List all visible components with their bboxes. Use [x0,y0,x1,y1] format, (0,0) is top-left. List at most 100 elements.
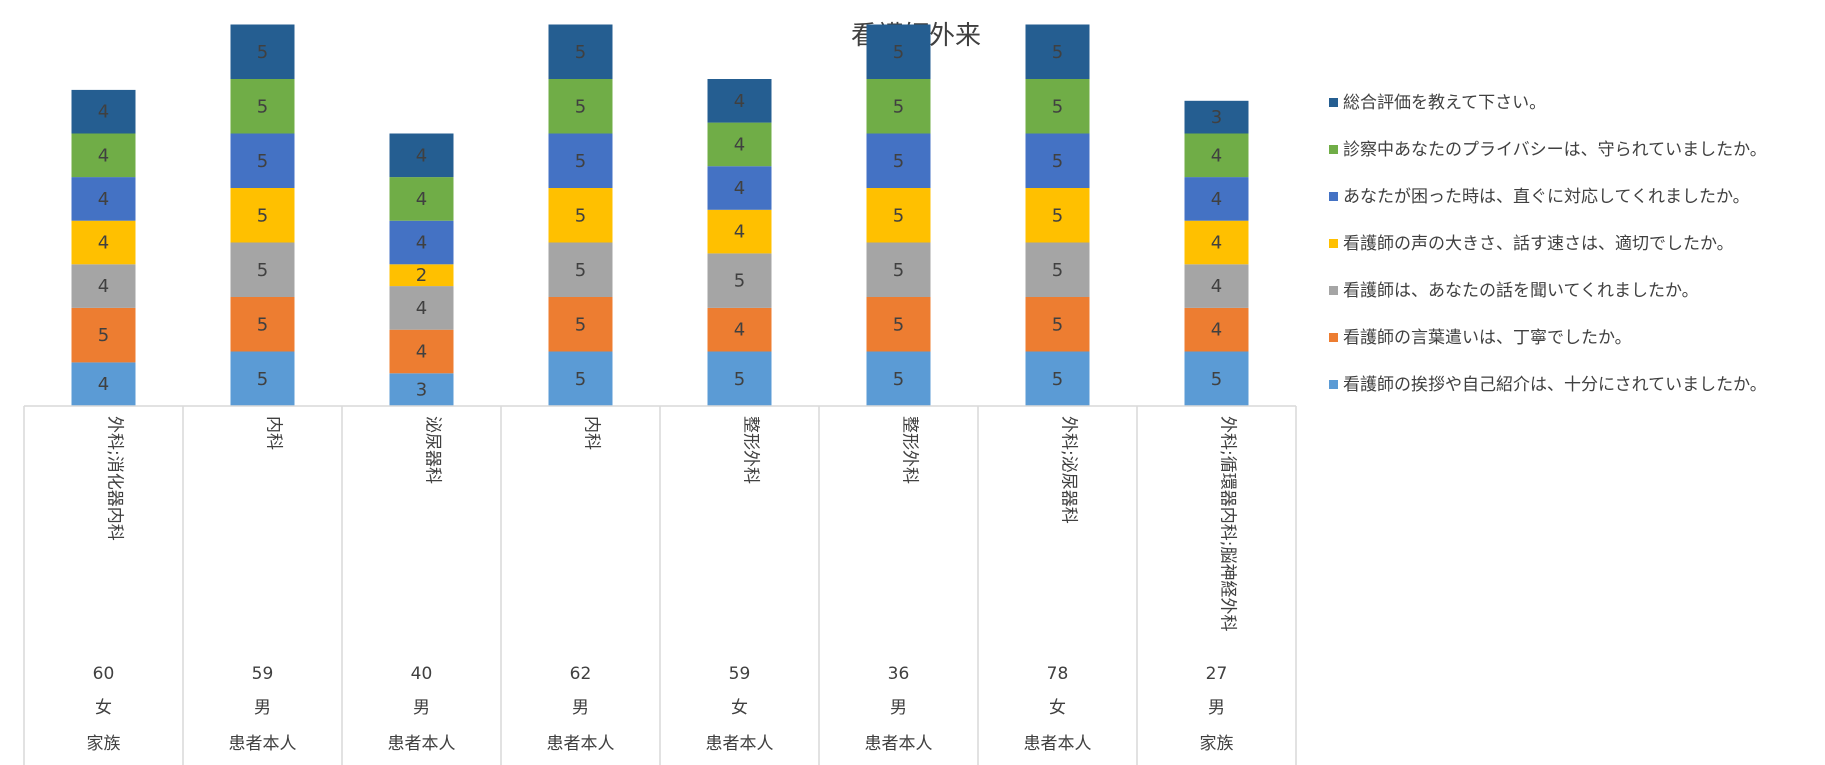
data-label: 5 [257,260,268,281]
category-sex-label: 男 [254,698,271,718]
category-sex-label: 女 [1049,698,1066,718]
data-label: 5 [1052,260,1063,281]
legend-label: 総合評価を教えて下さい。 [1343,93,1546,113]
bar-segment [548,24,613,79]
bar-segment [1025,133,1090,188]
category-age-label: 59 [252,664,274,684]
bar-segment [389,329,454,374]
data-label: 4 [416,298,427,319]
category-dept-label: 整形外科 [741,416,761,484]
legend-label: 看護師の声の大きさ、話す速さは、適切でしたか。 [1343,234,1734,254]
data-label: 4 [734,222,745,243]
bar-segment [1025,79,1090,134]
bar-segment [230,188,295,243]
category-dept-label: 外科;循環器内科;脳神経外科 [1218,416,1238,631]
legend-label: 看護師の挨拶や自己紹介は、十分にされていましたか。 [1343,375,1767,395]
legend-swatch [1329,380,1338,389]
data-label: 4 [416,233,427,254]
data-label: 4 [98,189,109,210]
data-label: 2 [416,265,427,286]
bar-segment [1184,220,1249,265]
bar-segment [548,79,613,134]
category-respondent-label: 家族 [87,734,121,754]
data-label: 5 [257,314,268,335]
data-label: 5 [575,369,586,390]
data-label: 5 [734,271,745,292]
bar-segment [389,133,454,178]
data-label: 5 [1052,369,1063,390]
data-label: 4 [1211,276,1222,297]
bar-segment [548,188,613,243]
bar-segment [230,351,295,406]
bar-segment [389,264,454,287]
bar-segment [71,133,136,178]
category-age-label: 40 [411,664,433,684]
category-respondent-label: 患者本人 [865,734,933,754]
legend-swatch [1329,98,1338,107]
data-label: 5 [575,205,586,226]
bar-segment [707,122,772,167]
data-label: 3 [1211,107,1222,128]
data-label: 4 [416,342,427,363]
bar-segment [71,264,136,308]
data-label: 5 [575,42,586,63]
bar-segment [707,253,772,308]
bar-segment [71,220,136,265]
bar-segment [1184,100,1249,134]
category-age-label: 78 [1047,664,1069,684]
data-label: 5 [575,314,586,335]
data-label: 5 [893,205,904,226]
bar-segment [707,166,772,210]
bar-segment [866,24,931,79]
data-label: 5 [575,96,586,117]
bar-segment [71,362,136,406]
category-dept-label: 内科 [264,416,284,450]
legend-swatch [1329,145,1338,154]
data-label: 5 [575,260,586,281]
data-label: 4 [1211,320,1222,341]
legend-label: 看護師の言葉遣いは、丁寧でしたか。 [1343,328,1632,348]
category-dept-label: 整形外科 [900,416,920,484]
data-label: 4 [734,134,745,155]
bar-segment [1025,188,1090,243]
data-label: 4 [1211,189,1222,210]
data-label: 5 [893,314,904,335]
bar-segment [1184,264,1249,308]
legend-swatch [1329,239,1338,248]
data-label: 4 [416,189,427,210]
data-label: 5 [257,42,268,63]
data-label: 4 [98,276,109,297]
bar-segment [707,79,772,123]
bar-segment [71,307,136,363]
data-label: 5 [257,96,268,117]
bar-segment [866,351,931,406]
data-label: 5 [893,42,904,63]
category-respondent-label: 患者本人 [1024,734,1092,754]
category-sex-label: 女 [731,698,748,718]
data-label: 5 [1052,96,1063,117]
bar-segment [389,177,454,221]
bar-segment [71,89,136,134]
data-label: 5 [1052,151,1063,172]
data-label: 4 [734,178,745,199]
category-respondent-label: 患者本人 [547,734,615,754]
category-sex-label: 男 [890,698,907,718]
category-sex-label: 男 [1208,698,1225,718]
category-dept-label: 内科 [582,416,602,450]
data-label: 4 [1211,233,1222,254]
bar-segment [230,79,295,134]
bar-segment [1025,297,1090,352]
bar-segment [707,209,772,254]
bar-segment [230,24,295,79]
bar-segment [389,373,454,406]
category-sex-label: 女 [95,698,112,718]
bar-segment [866,297,931,352]
legend-label: あなたが困った時は、直ぐに対応してくれましたか。 [1343,187,1750,207]
category-dept-label: 泌尿器科 [423,416,443,484]
category-sex-label: 男 [413,698,430,718]
bar-segment [1184,351,1249,406]
category-respondent-label: 家族 [1200,734,1234,754]
data-label: 5 [1052,314,1063,335]
